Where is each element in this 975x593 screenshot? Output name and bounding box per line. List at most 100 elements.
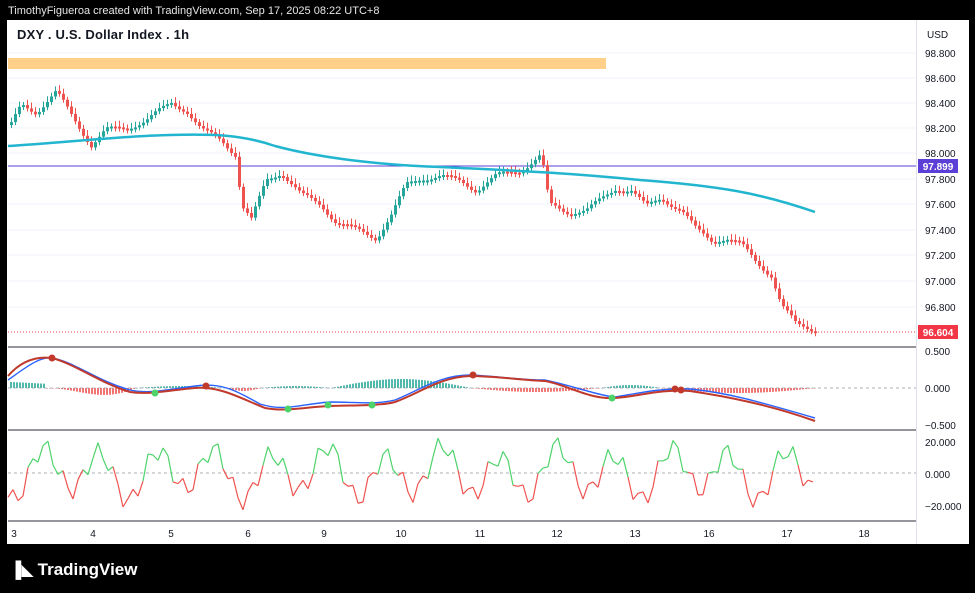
candle-body <box>194 118 197 123</box>
candle-body <box>346 224 349 227</box>
chart-pane[interactable] <box>7 20 917 544</box>
histogram-bar <box>310 386 312 388</box>
candle-body <box>42 107 45 112</box>
candle-body <box>38 111 41 115</box>
histogram-bar <box>754 388 756 393</box>
histogram-bar <box>745 388 747 393</box>
candle-body <box>670 204 673 207</box>
price-tick-label: 98.200 <box>925 124 956 135</box>
candle-body <box>430 179 433 182</box>
histogram-bar <box>502 388 504 391</box>
cross-marker-down <box>48 354 56 362</box>
price-axis-panel[interactable] <box>917 20 969 544</box>
histogram-bar <box>91 388 93 395</box>
histogram-bar <box>400 379 402 388</box>
macd-tick-label: −0.500 <box>925 421 956 432</box>
candle-body <box>214 132 217 136</box>
candle-body <box>530 164 533 169</box>
histogram-bar <box>526 388 528 392</box>
oscillator-segment <box>22 467 29 497</box>
oscillator-segment <box>617 457 624 465</box>
histogram-bar <box>304 386 306 388</box>
oscillator-segment <box>492 463 499 467</box>
time-tick-label: 4 <box>90 529 96 540</box>
oscillator-segment <box>202 457 209 464</box>
oscillator-segment <box>562 457 569 464</box>
oscillator-segment <box>622 457 629 478</box>
histogram-bar <box>112 388 114 395</box>
oscillator-segment <box>27 458 34 468</box>
histogram-bar <box>19 382 21 388</box>
price-tick-label: 97.200 <box>925 251 956 262</box>
candle-body <box>14 114 17 123</box>
histogram-bar <box>76 388 78 392</box>
oscillator-segment <box>522 484 529 503</box>
cross-marker-up <box>151 389 159 397</box>
candle-body <box>142 122 145 126</box>
candle-body <box>502 171 505 174</box>
histogram-bar <box>625 385 627 388</box>
candle-body <box>122 127 125 130</box>
oscillator-segment <box>312 448 319 475</box>
last-price-badge-text: 96.604 <box>923 328 954 339</box>
histogram-bar <box>775 388 777 392</box>
histogram-bar <box>640 385 642 388</box>
histogram-bar <box>517 388 519 392</box>
price-tick-label: 96.800 <box>925 303 956 314</box>
time-tick-label: 11 <box>475 529 486 540</box>
candle-body <box>250 212 253 218</box>
candle-body <box>150 115 153 120</box>
histogram-bar <box>610 386 612 388</box>
time-tick-label: 9 <box>321 529 327 540</box>
candle-body <box>814 331 817 334</box>
candle-body <box>298 187 301 191</box>
tradingview-logo[interactable]: ▐◣ TradingView <box>10 560 137 580</box>
price-axis-ticks: 98.800 98.600 98.400 98.200 98.000 97.800 97.6… <box>925 49 956 314</box>
oscillator-segment <box>527 498 534 503</box>
oscillator-segment <box>607 449 614 462</box>
histogram-bar <box>496 388 498 391</box>
histogram-bar <box>364 381 366 388</box>
oscillator-segment <box>257 465 264 486</box>
oscillator-segment <box>367 472 374 478</box>
histogram-bar <box>97 388 99 395</box>
candle-body <box>118 126 121 129</box>
oscillator-segment <box>222 468 229 479</box>
candle-body <box>282 176 285 179</box>
histogram-bar <box>598 388 600 389</box>
candle-body <box>378 236 381 241</box>
candle-body <box>626 191 629 194</box>
histogram-bar <box>328 387 330 389</box>
chart-title[interactable]: DXY . U.S. Dollar Index . 1h <box>17 27 190 42</box>
oscillator-segment <box>377 454 384 475</box>
oscillator-segment <box>652 460 659 488</box>
oscillator-segment <box>357 501 364 504</box>
candle-body <box>390 214 393 223</box>
currency-label[interactable]: USD <box>927 30 949 41</box>
histogram-bar <box>346 384 348 388</box>
histogram-bar <box>403 379 405 388</box>
oscillator-segment <box>72 479 79 500</box>
oscillator-segment <box>672 440 679 449</box>
histogram-bar <box>379 379 381 388</box>
histogram-bar <box>391 379 393 388</box>
oscillator-tick-label: 0.000 <box>925 470 950 481</box>
histogram-bar <box>535 388 537 392</box>
oscillator-segment <box>332 443 339 455</box>
histogram-bar <box>334 387 336 388</box>
histogram-bar <box>154 386 156 388</box>
candle-body <box>470 186 473 190</box>
cross-marker-up <box>608 394 616 402</box>
oscillator-segment <box>217 443 224 469</box>
histogram-bar <box>142 387 144 389</box>
histogram-bar <box>565 388 567 391</box>
oscillator-segment <box>432 438 439 457</box>
histogram-bar <box>133 388 135 389</box>
histogram-bar <box>508 388 510 392</box>
candle-body <box>774 277 777 289</box>
time-tick-label: 3 <box>11 529 17 540</box>
oscillator-segment <box>517 484 524 487</box>
oscillator-segment <box>477 485 484 500</box>
candle-body <box>54 91 57 97</box>
